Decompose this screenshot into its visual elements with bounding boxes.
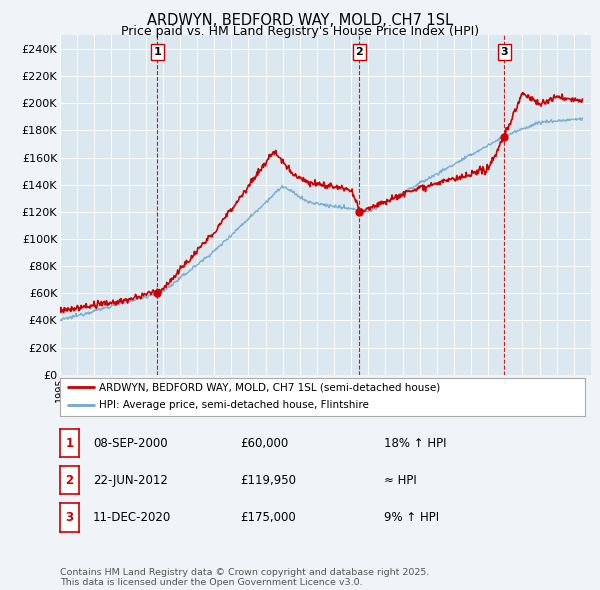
Text: 11-DEC-2020: 11-DEC-2020 (93, 511, 171, 524)
Text: 22-JUN-2012: 22-JUN-2012 (93, 474, 168, 487)
Text: 3: 3 (500, 47, 508, 57)
Text: 2: 2 (355, 47, 363, 57)
Text: ≈ HPI: ≈ HPI (384, 474, 417, 487)
Text: HPI: Average price, semi-detached house, Flintshire: HPI: Average price, semi-detached house,… (100, 400, 369, 410)
Text: £60,000: £60,000 (240, 437, 288, 450)
Text: Price paid vs. HM Land Registry's House Price Index (HPI): Price paid vs. HM Land Registry's House … (121, 25, 479, 38)
Text: 18% ↑ HPI: 18% ↑ HPI (384, 437, 446, 450)
Text: 1: 1 (154, 47, 161, 57)
Text: ARDWYN, BEDFORD WAY, MOLD, CH7 1SL (semi-detached house): ARDWYN, BEDFORD WAY, MOLD, CH7 1SL (semi… (100, 382, 440, 392)
Text: 2: 2 (65, 474, 74, 487)
Text: 1: 1 (65, 437, 74, 450)
Text: 3: 3 (65, 511, 74, 524)
Text: Contains HM Land Registry data © Crown copyright and database right 2025.
This d: Contains HM Land Registry data © Crown c… (60, 568, 430, 587)
Text: 9% ↑ HPI: 9% ↑ HPI (384, 511, 439, 524)
Text: £175,000: £175,000 (240, 511, 296, 524)
Text: £119,950: £119,950 (240, 474, 296, 487)
Text: 08-SEP-2000: 08-SEP-2000 (93, 437, 167, 450)
Text: ARDWYN, BEDFORD WAY, MOLD, CH7 1SL: ARDWYN, BEDFORD WAY, MOLD, CH7 1SL (147, 13, 453, 28)
